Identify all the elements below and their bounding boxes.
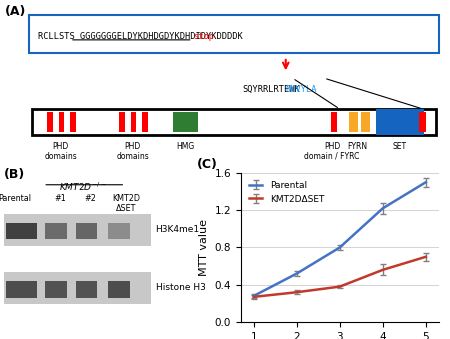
Bar (361, 112, 370, 132)
Bar (32, 109, 436, 135)
Bar (108, 223, 130, 239)
Text: $\mathit{KMT2D}^{-/-}$: $\mathit{KMT2D}^{-/-}$ (59, 180, 107, 193)
Text: (A): (A) (4, 5, 26, 18)
Text: H3K4me1: H3K4me1 (156, 225, 200, 234)
Text: SET: SET (393, 142, 407, 151)
FancyBboxPatch shape (29, 16, 439, 53)
Bar (45, 281, 67, 298)
Bar (4, 214, 151, 245)
Bar (331, 112, 337, 132)
Bar (47, 112, 53, 132)
Text: FYRN: FYRN (347, 142, 367, 151)
Bar (419, 112, 426, 132)
Text: RCLLSTS GGGGGGGELDYKDHDGDYKDHDIDYKDDDDK: RCLLSTS GGGGGGGELDYKDHDGDYKDHDIDYKDDDDK (38, 32, 243, 41)
Text: Histone H3: Histone H3 (156, 283, 205, 292)
Bar (76, 223, 97, 239)
Bar (173, 112, 198, 132)
Bar (376, 109, 424, 135)
Text: #2: #2 (85, 195, 97, 203)
Legend: Parental, KMT2DΔSET: Parental, KMT2DΔSET (245, 177, 328, 207)
Text: HMG: HMG (177, 142, 195, 151)
Bar (349, 112, 358, 132)
Text: stop: stop (193, 32, 214, 41)
Text: (B): (B) (4, 168, 26, 181)
Bar (6, 281, 37, 298)
Bar (58, 112, 64, 132)
Text: (C): (C) (197, 158, 218, 171)
Bar (108, 281, 130, 298)
Text: SQYRRLRTEWK: SQYRRLRTEWK (242, 85, 300, 94)
Text: PHD
domains: PHD domains (117, 142, 149, 161)
Text: Parental: Parental (0, 195, 32, 203)
Bar (119, 112, 125, 132)
Bar (76, 281, 97, 298)
Text: PHD
domains: PHD domains (45, 142, 77, 161)
Y-axis label: MTT value: MTT value (199, 219, 209, 276)
Text: KMT2D
ΔSET: KMT2D ΔSET (112, 195, 140, 213)
Bar (70, 112, 76, 132)
Text: #1: #1 (54, 195, 66, 203)
Text: PHD
domain / FYRC: PHD domain / FYRC (304, 142, 360, 161)
Bar (4, 272, 151, 304)
Text: NNVYLA: NNVYLA (286, 85, 317, 94)
Bar (45, 223, 67, 239)
Bar (142, 112, 148, 132)
Bar (6, 223, 37, 239)
Bar (130, 112, 136, 132)
